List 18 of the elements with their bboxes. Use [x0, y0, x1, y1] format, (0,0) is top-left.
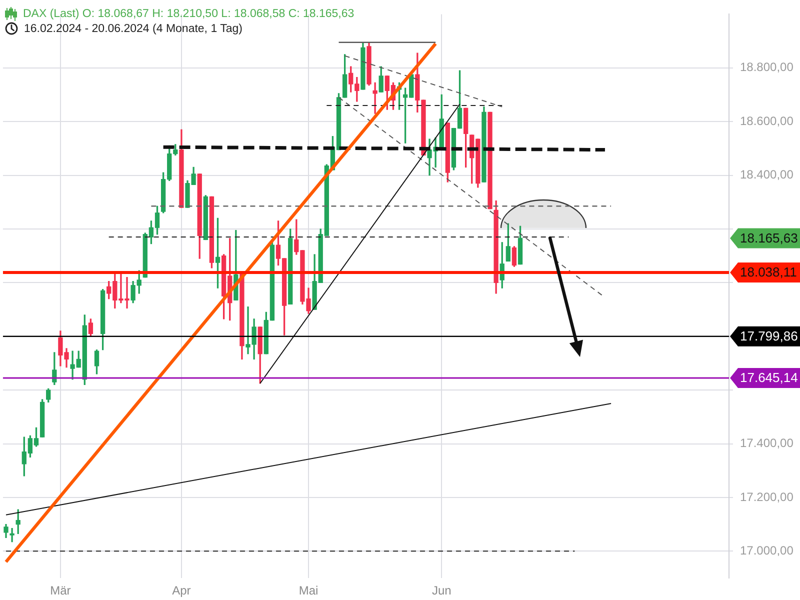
x-tick-label: Mär — [50, 584, 71, 598]
y-tick-label: 18.600,00 — [740, 114, 794, 128]
candlestick — [10, 528, 14, 542]
text: 16.02.2024 - 20.06.2024 (4 Monate, 1 Tag) — [24, 22, 242, 34]
chart-title: DAX (Last) O: 18.068,67 H: 18.210,50 L: 18.068,58 C: 18.165,63 — [23, 8, 354, 20]
x-tick-label: Mai — [298, 584, 318, 598]
x-tick-label: Apr — [172, 584, 191, 598]
y-tick-label: 17.000,00 — [740, 543, 794, 558]
y-tick-label: 17.400,00 — [740, 436, 794, 450]
y-tick-label: 17.200,00 — [740, 490, 794, 504]
ref-line-label: 17.799,86 — [740, 328, 798, 344]
y-tick-label: 18.400,00 — [740, 168, 794, 182]
ref-line-label: 18.038,11 — [740, 264, 797, 280]
text: 18.165,63 — [740, 230, 798, 246]
x-tick-label: Jun — [432, 584, 452, 598]
candlestick — [372, 82, 378, 114]
ref-line-label: 17.645,14 — [740, 370, 798, 386]
y-tick-label: 18.800,00 — [740, 60, 794, 74]
